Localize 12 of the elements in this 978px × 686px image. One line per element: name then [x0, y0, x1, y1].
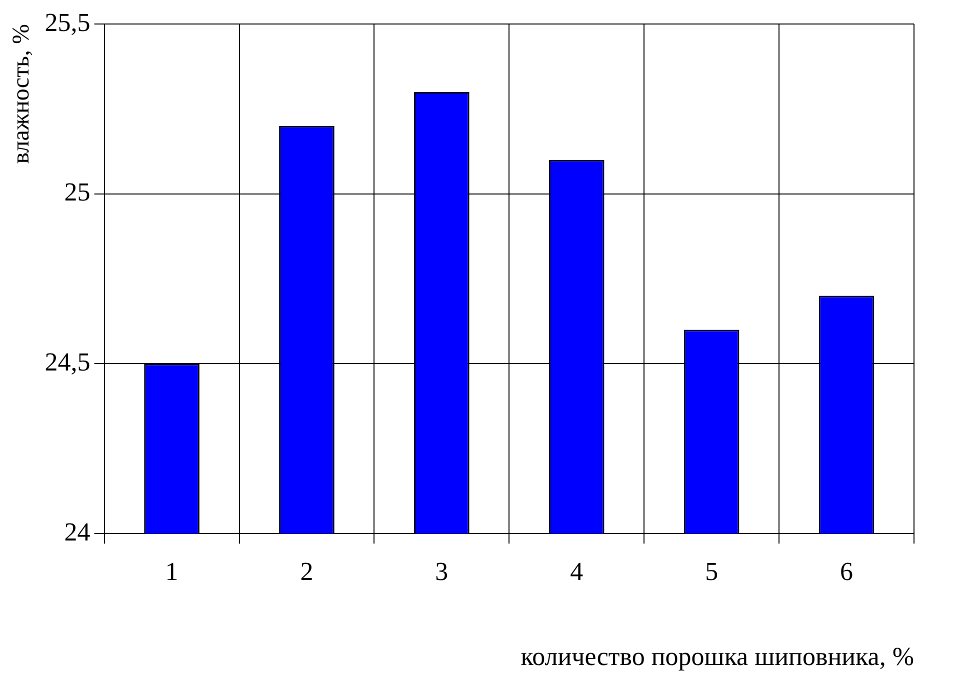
y-axis-title: влажность, % [8, 24, 35, 164]
x-tick-label: 2 [300, 557, 314, 586]
x-tick-label: 6 [840, 557, 854, 586]
y-tick-label: 25 [64, 178, 90, 207]
x-tick-label: 1 [165, 557, 178, 586]
y-tick-label: 24 [64, 517, 90, 546]
x-tick-label: 4 [570, 557, 584, 586]
x-tick-label: 5 [705, 557, 718, 586]
x-tick-label: 3 [435, 557, 448, 586]
y-tick-label: 24,5 [44, 348, 90, 377]
y-tick-label: 25,5 [44, 8, 90, 37]
x-axis-title: количество порошка шиповника, % [520, 642, 914, 672]
